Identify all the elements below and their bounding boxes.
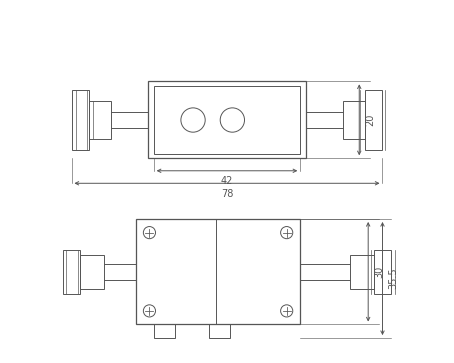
Bar [365, 90, 382, 150]
Bar [154, 325, 175, 338]
Bar [63, 250, 80, 294]
Bar [343, 101, 365, 139]
Text: 30: 30 [374, 266, 384, 278]
Bar [350, 254, 374, 289]
Bar [89, 101, 111, 139]
Bar [148, 81, 306, 158]
Bar [136, 219, 300, 325]
Bar [72, 90, 89, 150]
Text: 78: 78 [221, 189, 233, 199]
Text: 20: 20 [365, 114, 376, 126]
Bar [80, 254, 104, 289]
Text: 42: 42 [221, 176, 233, 186]
Text: 35.5: 35.5 [388, 268, 398, 289]
Bar [374, 250, 391, 294]
Bar [154, 86, 300, 154]
Bar [209, 325, 230, 338]
